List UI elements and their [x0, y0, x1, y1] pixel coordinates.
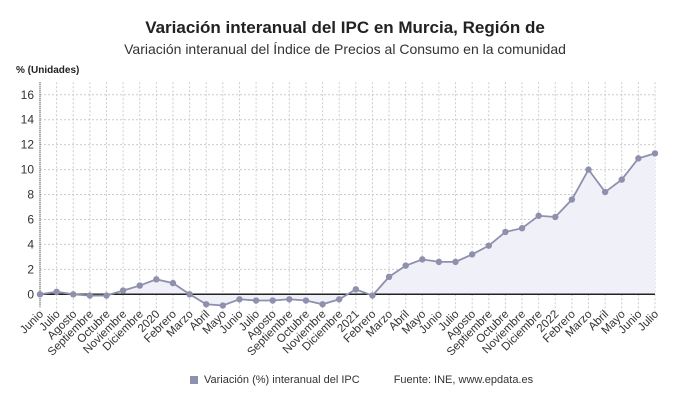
data-point [153, 276, 160, 283]
data-point [419, 256, 426, 263]
data-point [552, 213, 559, 221]
data-point [635, 155, 642, 162]
y-tick-label: 14 [21, 113, 35, 127]
data-point [352, 286, 360, 293]
data-point [335, 296, 343, 303]
series-area [40, 153, 655, 306]
data-point [286, 296, 293, 303]
data-point [36, 291, 44, 298]
data-point [70, 291, 77, 298]
chart-subtitle: Variación interanual del Índice de Preci… [124, 41, 566, 57]
data-point [502, 228, 509, 236]
y-tick-label: 16 [21, 88, 35, 102]
y-tick-label: 6 [27, 212, 34, 226]
data-point [651, 150, 659, 157]
data-point [402, 262, 409, 269]
data-point [485, 242, 492, 249]
data-point [136, 282, 143, 289]
data-point [435, 258, 443, 266]
data-point [86, 292, 94, 299]
data-point [535, 212, 542, 219]
legend: Variación (%) interanual del IPC Fuente:… [190, 374, 533, 386]
data-point [236, 296, 243, 303]
data-point [186, 291, 193, 298]
data-point [618, 176, 625, 183]
data-point [119, 287, 127, 294]
legend-swatch [190, 376, 198, 384]
data-point [568, 196, 576, 203]
data-point [585, 166, 592, 173]
data-point [468, 251, 476, 258]
y-tick-label: 0 [27, 287, 34, 301]
y-tick-label: 4 [27, 237, 34, 251]
data-point [269, 297, 276, 304]
data-point [452, 258, 459, 266]
chart-title: Variación interanual del IPC en Murcia, … [145, 18, 545, 37]
data-point [319, 301, 326, 308]
data-point [302, 297, 310, 304]
data-point [601, 188, 609, 196]
y-tick-label: 8 [27, 188, 34, 202]
data-point [385, 273, 393, 281]
legend-label: Variación (%) interanual del IPC [204, 374, 360, 386]
y-tick-label: 12 [21, 138, 35, 152]
y-tick-label: 10 [21, 163, 35, 177]
data-point [53, 288, 60, 296]
data-point [203, 301, 210, 308]
source-text: Fuente: INE, www.epdata.es [393, 374, 534, 386]
y-axis-label: % (Unidades) [16, 65, 80, 76]
data-point [169, 279, 177, 287]
data-point [103, 292, 110, 299]
data-point [219, 302, 227, 309]
data-point [369, 292, 376, 299]
y-tick-label: 2 [27, 262, 34, 276]
data-point [252, 297, 260, 304]
data-point [518, 225, 526, 232]
